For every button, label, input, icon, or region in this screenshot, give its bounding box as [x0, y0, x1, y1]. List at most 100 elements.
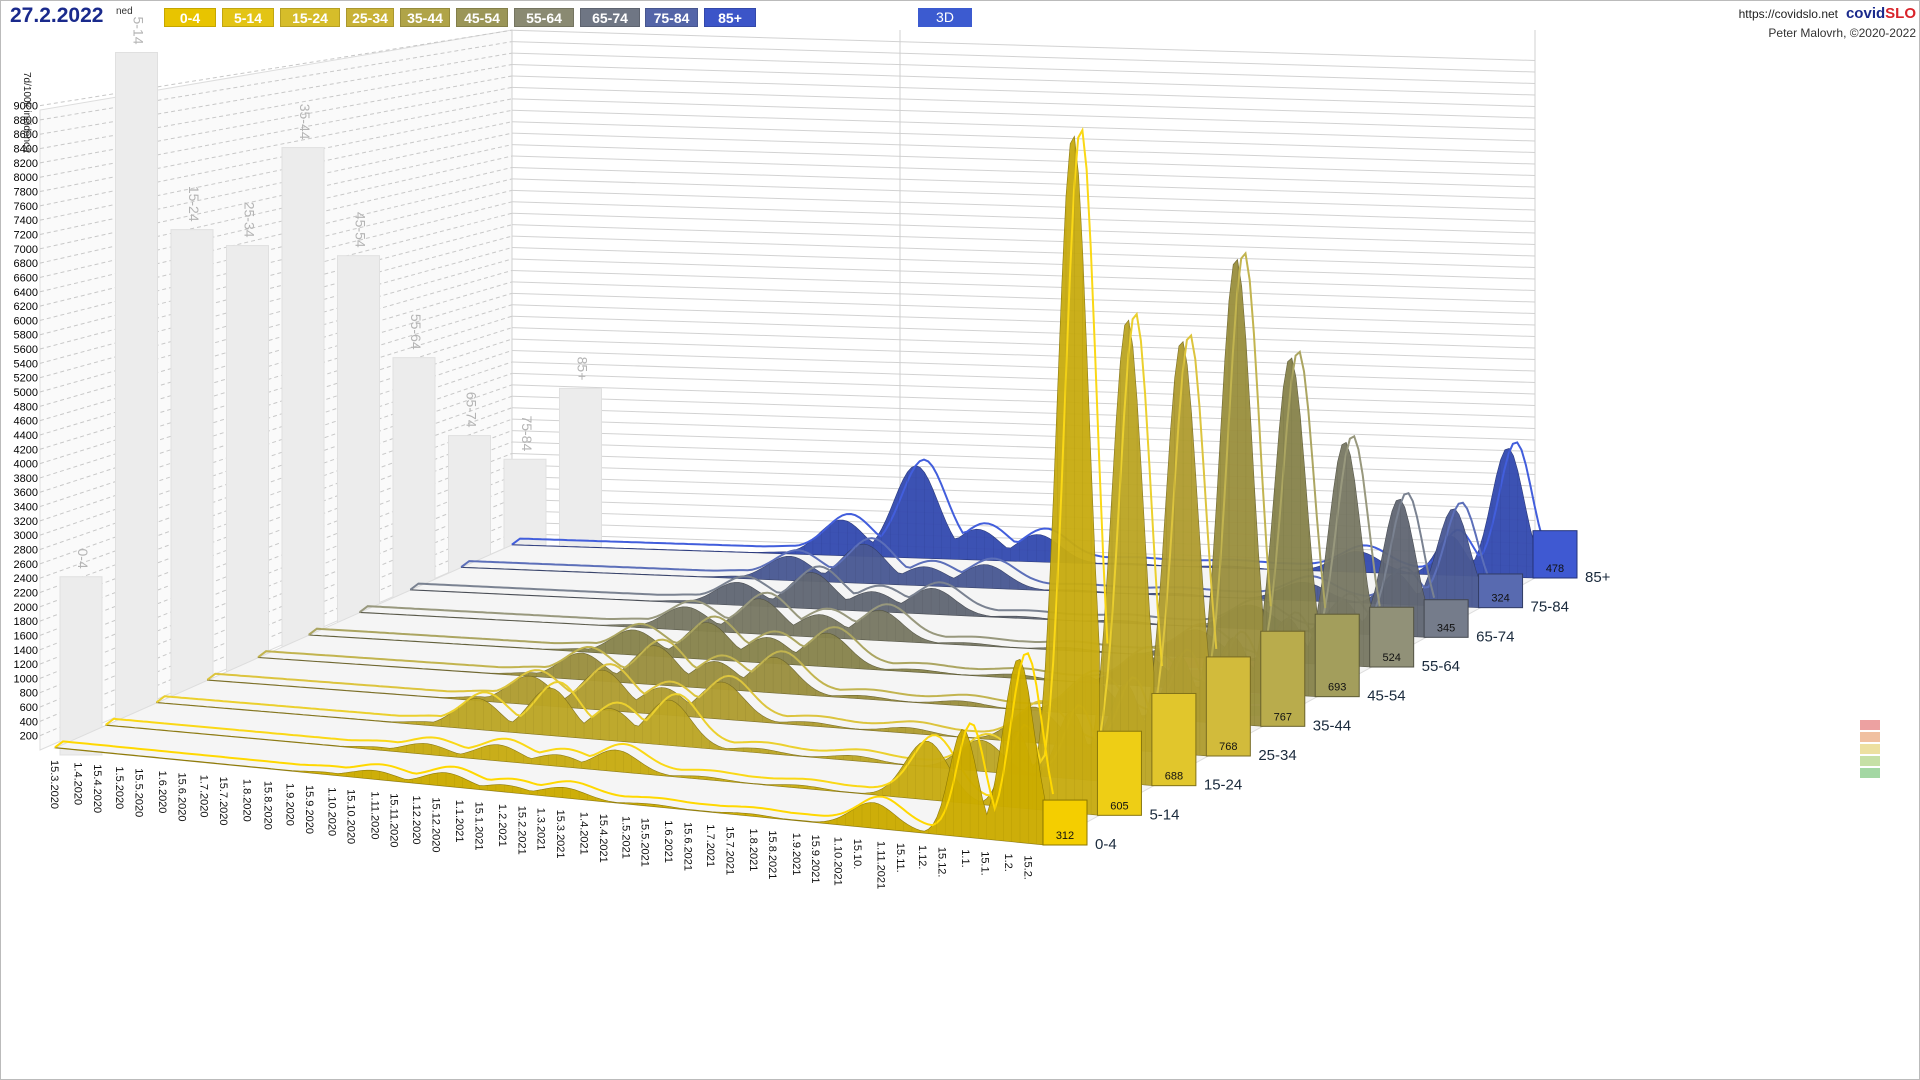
y-tick-label: 3400 [14, 502, 38, 514]
site-url-link[interactable]: https://covidslo.net [1738, 7, 1838, 21]
legend-item-85plus[interactable]: 85+ [704, 8, 756, 27]
series-end-cap [1369, 606, 1415, 668]
y-gridline-back [511, 430, 1536, 464]
legend-item-15-24[interactable]: 15-24 [280, 8, 340, 27]
y-tick-label: 800 [20, 688, 38, 700]
wall-max-bar-label: 55-64 [408, 314, 424, 350]
threshold-band [1860, 756, 1880, 766]
x-tick-label: 15.8.2021 [766, 830, 778, 879]
y-gridline-back [511, 269, 1536, 303]
y-gridline-back [511, 395, 1536, 429]
x-tick-label: 15.8.2020 [262, 781, 274, 830]
series-end-cap [1205, 656, 1251, 757]
brand-logo: covidSLO [1846, 5, 1916, 22]
wall-max-bar-label: 85+ [575, 357, 591, 381]
series-name-label: 35-44 [1313, 717, 1351, 734]
y-tick-label: 4800 [14, 401, 38, 413]
y-tick-label: 1600 [14, 630, 38, 642]
wall-max-bar [59, 576, 103, 756]
x-tick-label: 1.1.2021 [453, 800, 465, 843]
wall-max-bar [226, 245, 269, 695]
y-gridline [39, 212, 513, 336]
x-tick-label: 1.11.2021 [874, 841, 886, 889]
x-tick-label: 15.4.2020 [91, 764, 103, 813]
y-tick-label: 1200 [14, 659, 38, 671]
x-tick-label: 15.12. [935, 847, 947, 878]
y-gridline-back [511, 178, 1536, 211]
y-tick-label: 2800 [14, 545, 38, 557]
series-ridge-top [105, 126, 1109, 797]
y-gridline-back [511, 224, 1536, 257]
y-gridline-back [511, 304, 1536, 337]
series-ridge-top [155, 311, 1163, 769]
x-axis-labels: 15.3.2020 1.4.2020 15.4.2020 1.5.2020 15.5.2… [48, 760, 1033, 889]
wall-max-bar [559, 387, 602, 571]
brand-part2: SLO [1885, 5, 1916, 22]
y-gridline [39, 292, 513, 436]
x-tick-label: 1.6.2021 [662, 820, 674, 863]
x-tick-label: 1.8.2020 [241, 779, 253, 822]
y-gridline-back [511, 166, 1536, 199]
wall-max-bar [170, 229, 214, 715]
y-gridline-back [511, 86, 1536, 119]
series-end-cap [1532, 530, 1578, 579]
y-gridline-back [511, 29, 1536, 61]
series-15-24: 688 15-24 [155, 311, 1242, 794]
x-tick-label: 15.6.2020 [176, 773, 188, 822]
y-gridline-back [511, 247, 1536, 280]
wall-max-bar-label: 45-54 [353, 212, 369, 248]
series-current-value: 312 [1056, 830, 1074, 842]
y-gridline-back [511, 441, 1536, 475]
y-gridline-back [511, 418, 1536, 452]
legend-item-75-84[interactable]: 75-84 [645, 8, 698, 27]
y-gridline-back [511, 109, 1536, 142]
legend-item-25-34[interactable]: 25-34 [346, 8, 394, 27]
x-tick-label: 15.5.2021 [639, 818, 651, 867]
x-tick-label: 1.4.2020 [72, 762, 84, 805]
x-tick-label: 15.7.2020 [217, 777, 229, 826]
x-tick-label: 1.2. [1002, 854, 1014, 872]
y-gridline-back [511, 384, 1536, 418]
series-end-cap [1478, 573, 1524, 609]
wall-max-bar-label: 0-4 [75, 549, 91, 569]
y-tick-label: 6400 [14, 287, 38, 299]
legend-item-5-14[interactable]: 5-14 [222, 8, 274, 27]
y-tick-label: 7200 [14, 229, 38, 241]
x-tick-label: 1.10.2021 [831, 837, 843, 886]
legend-item-0-4[interactable]: 0-4 [164, 8, 216, 27]
y-gridline-back [511, 121, 1536, 153]
y-tick-label: 1000 [14, 673, 38, 685]
x-tick-label: 15.10.2020 [345, 789, 357, 844]
wall-max-bar [115, 52, 158, 735]
y-gridline-back [511, 327, 1536, 360]
x-tick-label: 1.12. [916, 845, 928, 869]
threshold-band [1860, 720, 1880, 730]
x-tick-label: 15.12.2020 [429, 797, 441, 852]
wall-max-bar-label: 25-34 [242, 202, 258, 238]
y-tick-label: 9000 [14, 101, 38, 113]
y-gridline-back [511, 338, 1536, 372]
wall-max-bar-label: 15-24 [186, 186, 202, 222]
x-tick-label: 15.6.2021 [682, 822, 694, 871]
view-3d-button[interactable]: 3D [918, 8, 972, 27]
y-tick-label: 5000 [14, 387, 38, 399]
y-tick-label: 6200 [14, 301, 38, 313]
y-gridline-back [511, 281, 1536, 314]
x-tick-label: 1.5.2020 [113, 766, 125, 809]
day-of-week: ned [116, 6, 133, 17]
legend-item-35-44[interactable]: 35-44 [400, 8, 450, 27]
x-tick-label: 1.5.2021 [619, 816, 631, 859]
legend-item-65-74[interactable]: 65-74 [580, 8, 640, 27]
y-gridline-back [511, 212, 1536, 245]
series-end-cap [1314, 613, 1360, 698]
x-tick-label: 1.3.2021 [535, 808, 547, 851]
y-tick-label: 8200 [14, 158, 38, 170]
x-tick-label: 1.10.2020 [325, 787, 337, 836]
legend-item-55-64[interactable]: 55-64 [514, 8, 574, 27]
y-tick-label: 2200 [14, 587, 38, 599]
y-gridline-back [511, 475, 1536, 510]
y-tick-label: 1800 [14, 616, 38, 628]
legend-item-45-54[interactable]: 45-54 [456, 8, 508, 27]
y-tick-label: 4000 [14, 459, 38, 471]
y-gridline-back [511, 201, 1536, 234]
